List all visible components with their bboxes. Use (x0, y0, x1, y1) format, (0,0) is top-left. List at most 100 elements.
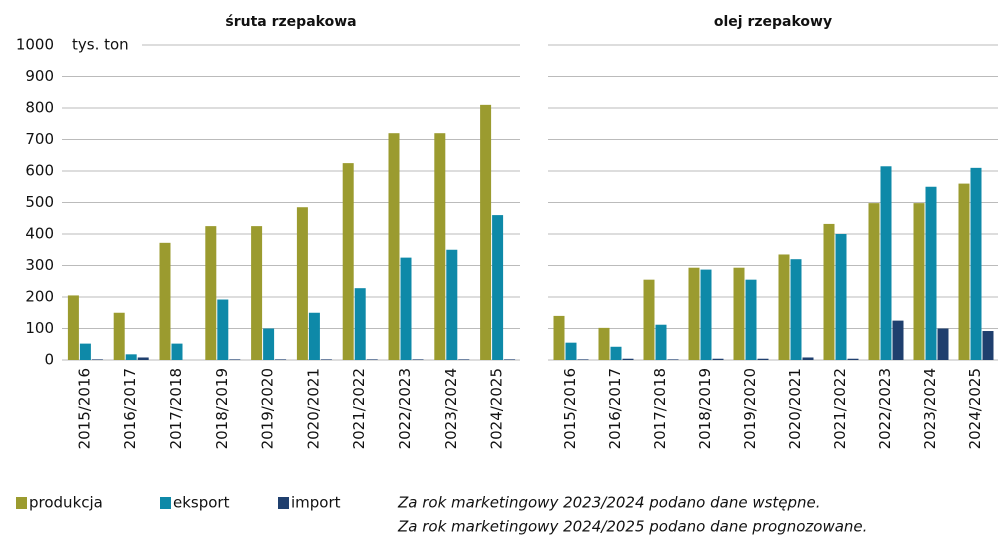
x-tick-label: 2022/2023 (396, 368, 414, 449)
y-tick-label: 1000 (16, 36, 54, 54)
bar (667, 359, 679, 360)
x-tick-label: 2015/2016 (75, 368, 93, 449)
y-tick-label: 900 (25, 67, 54, 85)
bar (937, 328, 949, 360)
bar (847, 358, 859, 360)
bar (823, 223, 835, 360)
x-tick-label: 2018/2019 (696, 368, 714, 449)
bar (125, 354, 137, 360)
bar (757, 358, 769, 360)
x-tick-label: 2017/2018 (167, 368, 185, 449)
bar (577, 359, 589, 360)
x-tick-label: 2021/2022 (350, 368, 368, 449)
bar (275, 359, 287, 360)
bar (925, 186, 937, 360)
bar (446, 249, 458, 360)
chart-title: olej rzepakowy (714, 14, 832, 30)
bar (171, 343, 183, 360)
bar (458, 359, 470, 360)
x-tick-label: 2021/2022 (831, 368, 849, 449)
x-tick-label: 2023/2024 (442, 368, 460, 449)
bar (263, 328, 275, 360)
bar (251, 226, 263, 360)
bar (320, 359, 332, 360)
y-axis-label: tys. ton (72, 36, 129, 54)
x-tick-label: 2016/2017 (121, 368, 139, 449)
chart-title: śruta rzepakowa (225, 14, 356, 30)
bar (958, 183, 970, 360)
bar (745, 279, 757, 360)
y-tick-label: 500 (25, 193, 54, 211)
bar (778, 254, 790, 360)
y-tick-label: 400 (25, 225, 54, 243)
bar (700, 269, 712, 360)
x-tick-label: 2017/2018 (651, 368, 669, 449)
x-tick-label: 2022/2023 (876, 368, 894, 449)
x-tick-label: 2020/2021 (304, 368, 322, 449)
legend-label: produkcja (29, 494, 103, 512)
bar (159, 242, 171, 360)
bar (229, 359, 241, 360)
x-tick-label: 2024/2025 (966, 368, 984, 449)
bar (79, 343, 91, 360)
bar (296, 207, 308, 360)
bar (868, 203, 880, 360)
bar (712, 358, 724, 360)
bar (553, 315, 565, 360)
bar (308, 312, 320, 360)
y-tick-label: 300 (25, 256, 54, 274)
bar (205, 226, 217, 360)
bar (492, 215, 504, 360)
bar (610, 346, 622, 360)
x-tick-label: 2019/2020 (741, 368, 759, 449)
bar (388, 133, 400, 360)
bar (480, 104, 492, 360)
bar (598, 327, 610, 360)
bar (892, 320, 904, 360)
bar (835, 234, 847, 360)
bar (412, 359, 424, 360)
bar (880, 166, 892, 360)
legend-swatch (278, 497, 289, 509)
bar (504, 359, 516, 360)
y-tick-label: 100 (25, 319, 54, 337)
bar (913, 203, 925, 360)
bar (622, 358, 634, 360)
y-tick-label: 700 (25, 130, 54, 148)
bar (802, 357, 814, 360)
bar (688, 267, 700, 360)
y-tick-label: 0 (44, 351, 54, 369)
bar (400, 257, 412, 360)
x-tick-label: 2019/2020 (259, 368, 277, 449)
y-tick-label: 200 (25, 288, 54, 306)
bar (655, 324, 667, 360)
x-tick-label: 2024/2025 (488, 368, 506, 449)
bar (113, 312, 125, 360)
bar (342, 163, 354, 360)
legend-label: import (291, 494, 341, 512)
note: Za rok marketingowy 2023/2024 podano dan… (397, 494, 821, 512)
bar (970, 167, 982, 360)
note: Za rok marketingowy 2024/2025 podano dan… (397, 518, 867, 536)
x-tick-label: 2016/2017 (606, 368, 624, 449)
bar (565, 342, 577, 360)
bar (790, 259, 802, 360)
bar (643, 279, 655, 360)
y-tick-label: 600 (25, 162, 54, 180)
x-tick-label: 2023/2024 (921, 368, 939, 449)
bar (217, 299, 229, 360)
legend-swatch (16, 497, 27, 509)
bar (366, 359, 378, 360)
x-tick-label: 2018/2019 (213, 368, 231, 449)
bar (982, 331, 994, 360)
bar (67, 295, 79, 360)
bar (434, 133, 446, 360)
y-tick-label: 800 (25, 99, 54, 117)
bar (733, 267, 745, 360)
bar (137, 357, 149, 360)
legend-label: eksport (173, 494, 230, 512)
bar (354, 288, 366, 360)
x-tick-label: 2015/2016 (561, 368, 579, 449)
x-tick-label: 2020/2021 (786, 368, 804, 449)
